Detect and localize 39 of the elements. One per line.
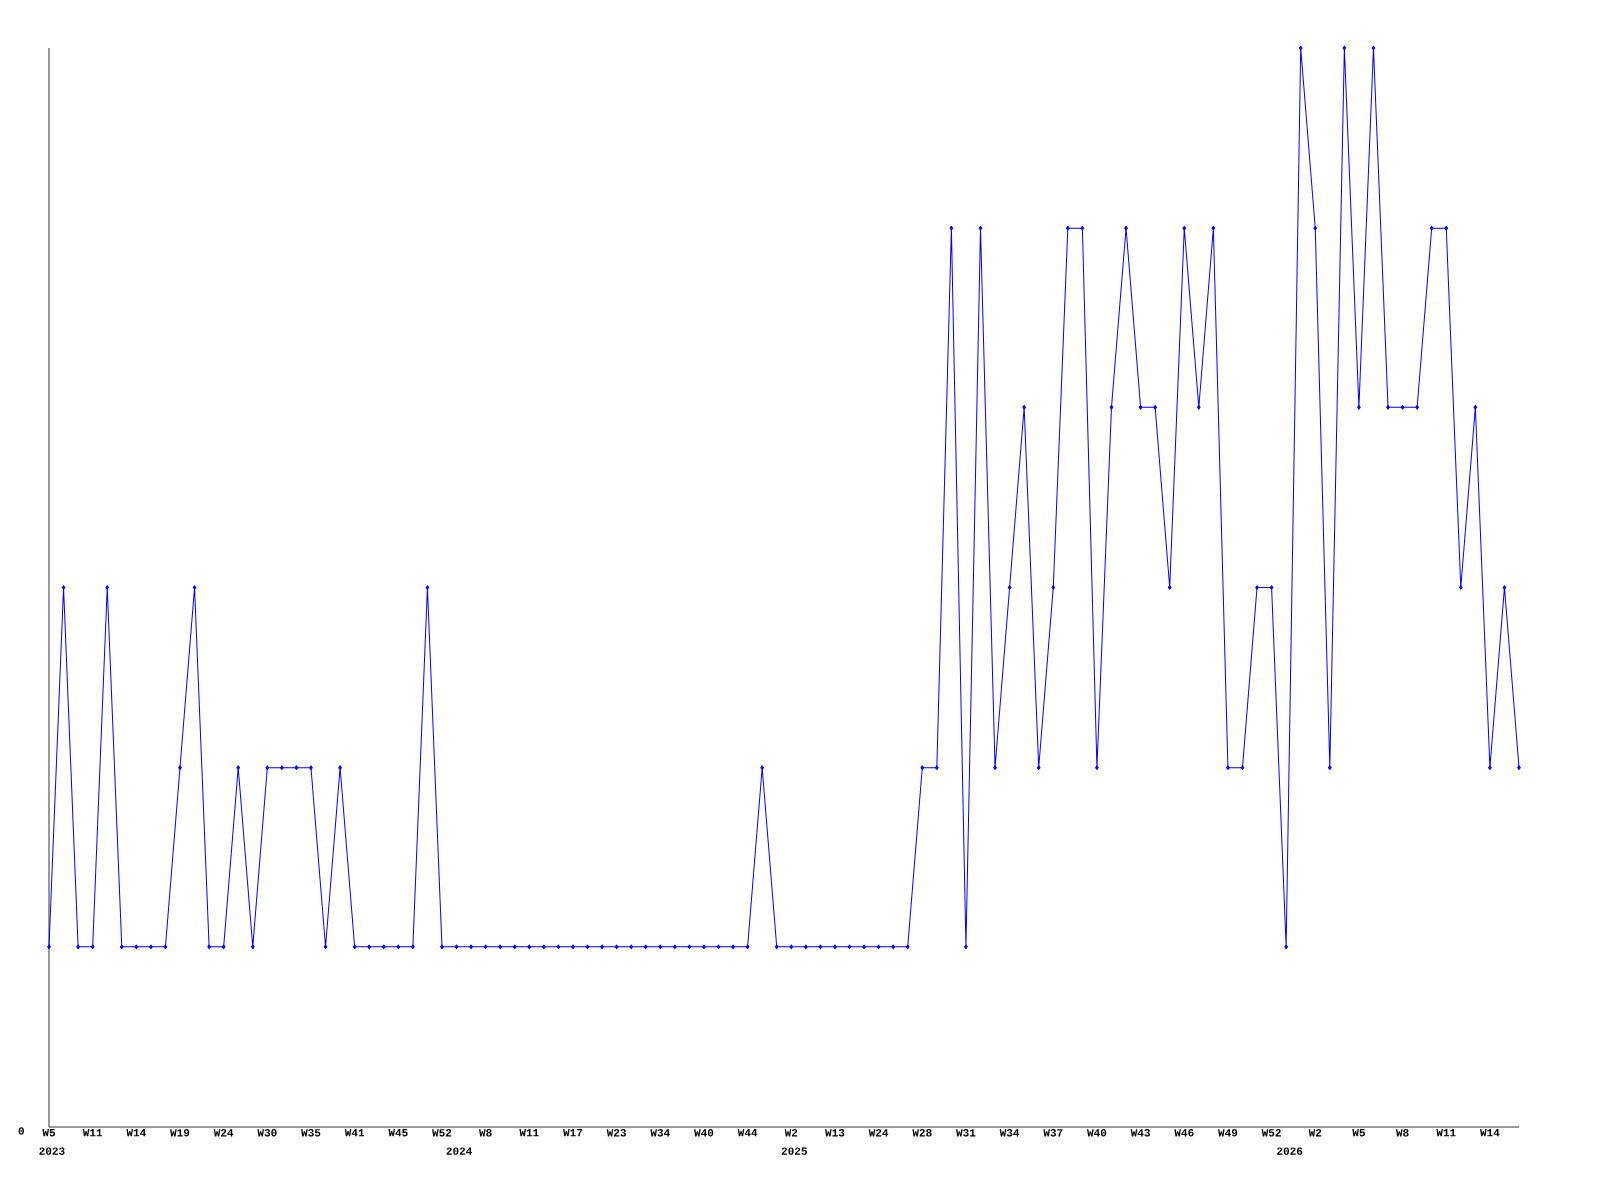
x-tick-label: W34	[999, 1129, 1020, 1137]
x-tick-label: W14	[126, 1129, 146, 1137]
x-tick-label: W2	[1308, 1129, 1322, 1137]
x-tick-label: W43	[1130, 1129, 1150, 1137]
x-tick-label: W8	[479, 1129, 492, 1137]
x-tick-label: W31	[956, 1129, 976, 1137]
x-tick-label: W11	[1436, 1129, 1456, 1137]
x-tick-label: W37	[1043, 1129, 1063, 1137]
x-tick-label: W5	[1352, 1129, 1365, 1137]
text: 0	[18, 1127, 24, 1135]
x-tick-label: W40	[694, 1129, 714, 1137]
x-tick-label: W34	[650, 1129, 670, 1137]
text: 2025	[781, 1147, 807, 1155]
x-tick-label: W8	[1395, 1129, 1409, 1137]
x-tick-label: W30	[257, 1129, 277, 1137]
x-tick-label: W17	[563, 1129, 583, 1137]
x-tick-label: W11	[519, 1129, 539, 1137]
x-tick-label: W28	[912, 1129, 932, 1137]
text: 2024	[446, 1147, 473, 1155]
x-tick-label: W5	[42, 1129, 56, 1137]
x-tick-label: W23	[606, 1129, 626, 1137]
x-tick-label: W52	[1261, 1129, 1281, 1137]
x-tick-label: W49	[1218, 1129, 1238, 1137]
x-tick-label: W41	[344, 1129, 365, 1137]
x-tick-label: W52	[432, 1129, 452, 1137]
x-tick-label: W40	[1087, 1129, 1107, 1137]
x-tick-label: W13	[825, 1129, 845, 1137]
x-tick-label: W14	[1480, 1129, 1500, 1137]
x-tick-label: W24	[213, 1129, 234, 1137]
x-tick-label: W11	[82, 1129, 103, 1137]
x-tick-label: W35	[301, 1129, 321, 1137]
x-tick-label: W24	[868, 1129, 889, 1137]
x-tick-label: W19	[170, 1129, 190, 1137]
text: 2026	[1277, 1147, 1303, 1155]
x-tick-label: W45	[388, 1129, 408, 1137]
x-tick-label: W46	[1174, 1129, 1194, 1137]
x-tick-label: W44	[737, 1129, 758, 1137]
text: 2023	[39, 1147, 65, 1155]
x-tick-label: W2	[784, 1129, 798, 1137]
